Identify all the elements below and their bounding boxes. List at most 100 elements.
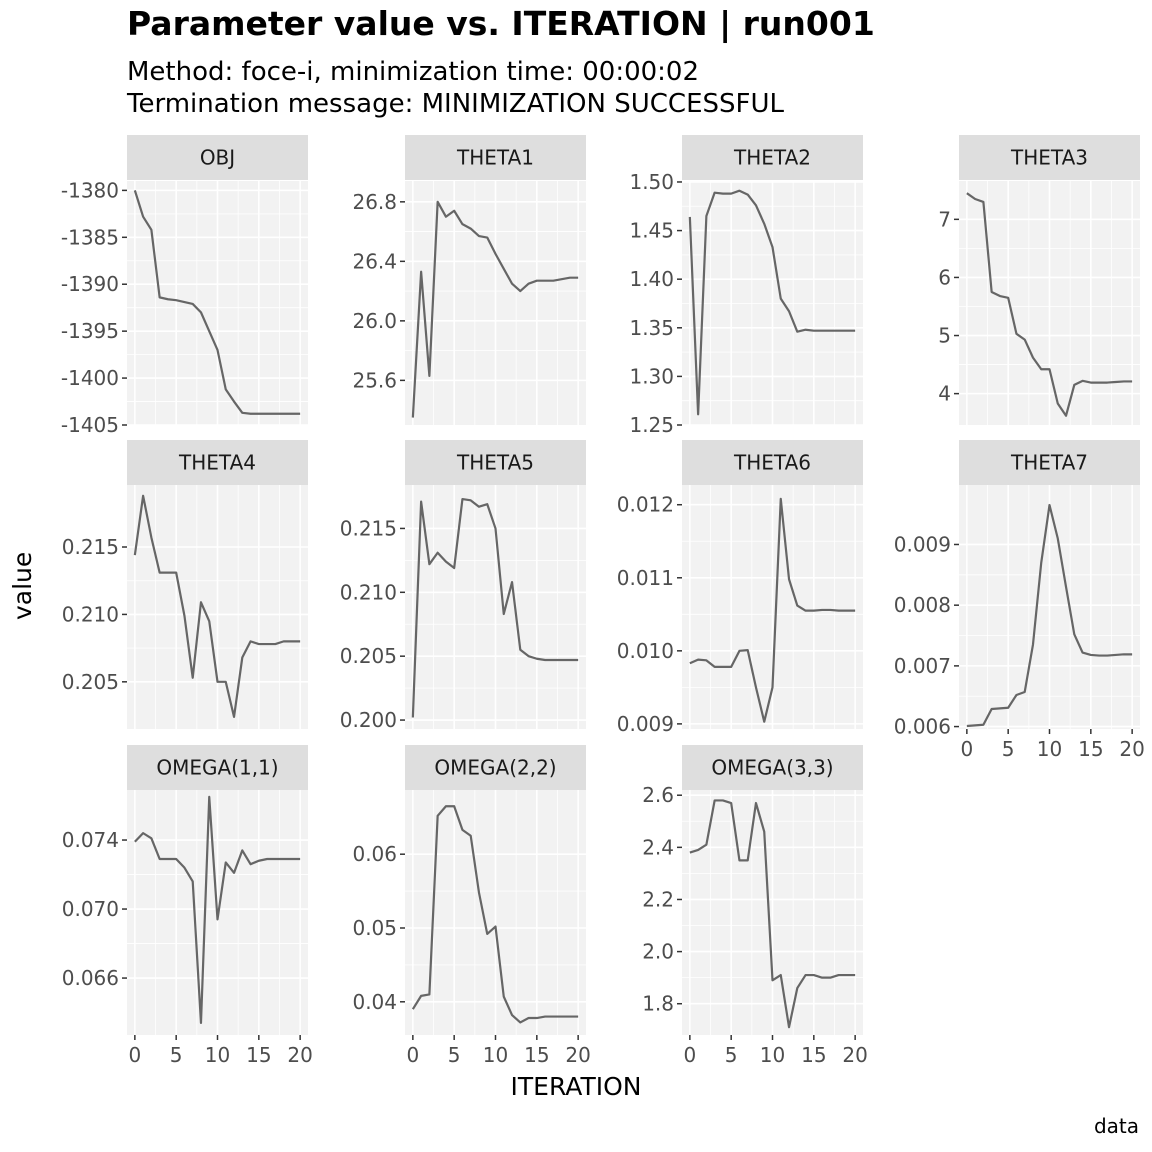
y-tick-label: 1.8 (642, 992, 674, 1016)
series-line-theta2 (688, 189, 856, 416)
series-line-theta5 (411, 497, 579, 718)
x-tick-label: 20 (842, 1043, 867, 1067)
strip-label-theta1: THETA1 (456, 146, 534, 170)
panel-omega-3-3: OMEGA(3,3) 1.8 2.0 2.2 2.4 2.6 0 5 10 15 20 (642, 745, 868, 1067)
y-tick-label: 0.074 (62, 828, 119, 852)
strip-label-theta4: THETA4 (178, 451, 256, 475)
series-line-theta3 (966, 192, 1133, 417)
panel-theta7: THETA7 0.006 0.007 0.008 0.009 0 5 10 15 20 (894, 440, 1145, 761)
x-axis-label: ITERATION (510, 1072, 642, 1101)
y-tick-label: 1.30 (629, 364, 674, 388)
plot-caption: data (1093, 1114, 1139, 1138)
strip-bg-theta1 (405, 135, 586, 180)
x-tick-label: 15 (1078, 737, 1103, 761)
strip-label-omega-3-3: OMEGA(3,3) (711, 756, 833, 780)
panel-omega-2-2: OMEGA(2,2) 0.04 0.05 0.06 0 5 10 15 20 (352, 745, 591, 1067)
y-tick-label: 1.40 (629, 267, 674, 291)
series-line-omega-3-3 (689, 799, 856, 1029)
y-tick-label: 2.2 (642, 887, 674, 911)
x-tick-label: 0 (406, 1043, 419, 1067)
chart-subtitle-method: Method: foce-i, minimization time: 00:00… (127, 57, 700, 87)
y-tick-label: 0.210 (340, 580, 397, 604)
series-line-omega-2-2 (411, 805, 579, 1024)
x-tick-label: 10 (483, 1043, 508, 1067)
y-tick-label: 0.04 (352, 990, 397, 1014)
x-tick-label: 5 (1002, 737, 1015, 761)
y-tick-label: 0.007 (894, 654, 951, 678)
series-line-theta6 (689, 497, 856, 723)
strip-label-theta3: THETA3 (1010, 146, 1088, 170)
y-tick-label: -1400 (61, 366, 119, 390)
x-tick-label: 10 (760, 1043, 785, 1067)
y-tick-label: 0.012 (617, 493, 674, 517)
panel-theta4: THETA4 0.205 0.210 0.215 (62, 440, 308, 729)
x-tick-label: 0 (128, 1043, 141, 1067)
x-tick-label: 10 (1037, 737, 1062, 761)
y-tick-label: 5 (938, 324, 951, 348)
chart-title: Parameter value vs. ITERATION | run001 (127, 4, 875, 43)
y-tick-label: 25.6 (352, 368, 397, 392)
panel-omega-1-1: OMEGA(1,1) 0.066 0.070 0.074 0 5 10 15 20 (62, 745, 313, 1067)
y-tick-label: 0.215 (62, 535, 119, 559)
x-tick-label: 10 (205, 1043, 230, 1067)
x-tick-label: 15 (524, 1043, 549, 1067)
x-tick-label: 20 (1119, 737, 1144, 761)
strip-bg-theta2 (682, 135, 863, 180)
strip-label-theta6: THETA6 (733, 451, 811, 475)
y-tick-label: 0.205 (62, 670, 119, 694)
series-line-obj (133, 190, 301, 415)
strip-label-obj: OBJ (200, 146, 235, 170)
y-tick-label: 1.35 (629, 316, 674, 340)
panel-theta3: THETA3 4 5 6 7 (938, 135, 1140, 425)
x-tick-label: 5 (448, 1043, 461, 1067)
y-tick-label: -1385 (61, 225, 119, 249)
y-tick-label: 0.200 (340, 708, 397, 732)
strip-bg-theta5 (405, 440, 586, 485)
y-tick-label: 0.009 (894, 532, 951, 556)
y-tick-label: -1395 (61, 319, 119, 343)
panel-theta5: THETA5 0.200 0.205 0.210 0.215 (340, 440, 586, 732)
y-tick-label: 4 (938, 382, 951, 406)
y-tick-label: 0.009 (617, 712, 674, 736)
series-line-theta1 (411, 200, 579, 418)
series-line-theta4 (133, 494, 301, 718)
y-tick-label: 26.0 (352, 309, 397, 333)
x-tick-label: 5 (725, 1043, 738, 1067)
y-tick-label: 1.45 (629, 219, 674, 243)
panel-theta1: THETA1 25.6 26.0 26.4 26.8 (352, 135, 586, 425)
strip-bg-obj (127, 135, 308, 180)
y-tick-label: 2.0 (642, 940, 674, 964)
strip-bg-theta6 (682, 440, 863, 485)
y-tick-label: 0.070 (62, 897, 119, 921)
strip-label-theta7: THETA7 (1010, 451, 1088, 475)
y-tick-label: 1.50 (629, 170, 674, 194)
strip-label-theta2: THETA2 (733, 146, 811, 170)
y-tick-label: 0.210 (62, 602, 119, 626)
x-tick-label: 0 (683, 1043, 696, 1067)
y-tick-label: 0.215 (340, 516, 397, 540)
y-tick-label: 2.6 (642, 783, 674, 807)
x-tick-label: 20 (287, 1043, 312, 1067)
y-tick-label: 26.4 (352, 249, 397, 273)
y-tick-label: 0.011 (617, 566, 674, 590)
y-tick-label: 26.8 (352, 190, 397, 214)
series-line-theta7 (966, 503, 1133, 728)
y-tick-label: 2.4 (642, 835, 674, 859)
strip-label-omega-1-1: OMEGA(1,1) (156, 756, 278, 780)
y-axis-label: value (8, 551, 37, 620)
x-tick-label: 20 (565, 1043, 590, 1067)
y-tick-label: -1380 (61, 178, 119, 202)
strip-label-omega-2-2: OMEGA(2,2) (434, 756, 556, 780)
strip-bg-omega-3-3 (682, 745, 863, 790)
y-tick-label: 0.06 (352, 842, 397, 866)
x-tick-label: 0 (960, 737, 973, 761)
series-line-omega-1-1 (134, 795, 301, 1025)
y-tick-label: 6 (938, 265, 951, 289)
y-tick-label: 0.05 (352, 916, 397, 940)
y-tick-label: -1390 (61, 272, 119, 296)
y-tick-label: 1.25 (629, 413, 674, 437)
strip-label-theta5: THETA5 (456, 451, 534, 475)
y-tick-label: -1405 (61, 413, 119, 437)
y-tick-label: 7 (938, 207, 951, 231)
